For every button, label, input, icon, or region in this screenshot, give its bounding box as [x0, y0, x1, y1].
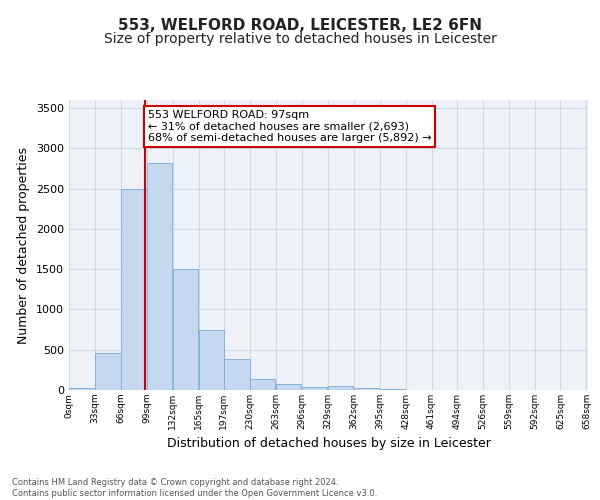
- Bar: [95, 353, 121, 390]
- Bar: [250, 378, 275, 390]
- Bar: [147, 163, 172, 390]
- Bar: [173, 269, 199, 390]
- Bar: [276, 384, 301, 390]
- Text: Size of property relative to detached houses in Leicester: Size of property relative to detached ho…: [104, 32, 496, 46]
- Bar: [70, 388, 95, 390]
- Bar: [302, 387, 328, 390]
- X-axis label: Distribution of detached houses by size in Leicester: Distribution of detached houses by size …: [167, 438, 490, 450]
- Bar: [224, 358, 250, 390]
- Bar: [199, 330, 224, 390]
- Y-axis label: Number of detached properties: Number of detached properties: [17, 146, 31, 344]
- Bar: [354, 388, 379, 390]
- Text: 553, WELFORD ROAD, LEICESTER, LE2 6FN: 553, WELFORD ROAD, LEICESTER, LE2 6FN: [118, 18, 482, 32]
- Bar: [380, 389, 405, 390]
- Bar: [121, 188, 146, 390]
- Bar: [328, 386, 353, 390]
- Text: 553 WELFORD ROAD: 97sqm
← 31% of detached houses are smaller (2,693)
68% of semi: 553 WELFORD ROAD: 97sqm ← 31% of detache…: [148, 110, 431, 143]
- Text: Contains HM Land Registry data © Crown copyright and database right 2024.
Contai: Contains HM Land Registry data © Crown c…: [12, 478, 377, 498]
